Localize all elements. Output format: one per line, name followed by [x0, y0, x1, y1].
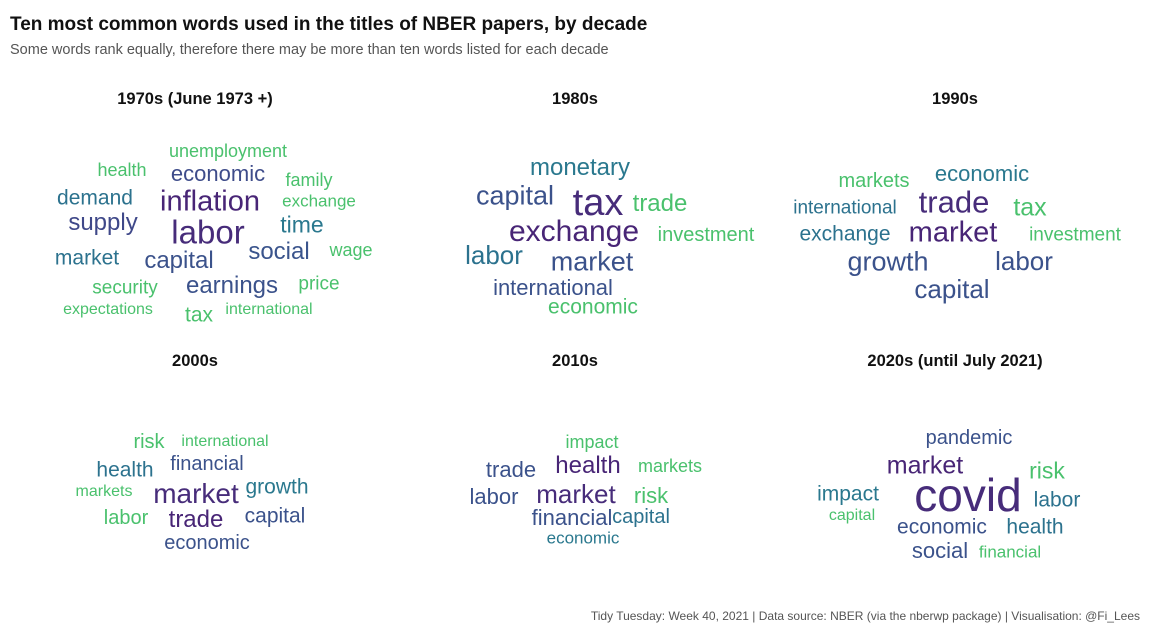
word-investment: investment — [657, 224, 755, 246]
word-trade: trade — [918, 184, 990, 220]
wordcloud-panel-6: 2020s (until July 2021) covid market risk pa… — [763, 352, 1147, 617]
word-market: market — [536, 479, 616, 509]
word-capital: capital — [244, 504, 306, 528]
word-market: market — [153, 478, 239, 509]
word-impact: impact — [817, 482, 879, 506]
word-tax: tax — [184, 303, 214, 327]
word-international: international — [181, 433, 269, 450]
word-international: international — [793, 197, 897, 219]
word-time: time — [280, 211, 324, 238]
word-social: social — [248, 238, 310, 265]
word-trade: trade — [168, 506, 224, 533]
word-markets: markets — [75, 483, 133, 500]
word-inflation: inflation — [160, 185, 260, 218]
word-economic: economic — [164, 532, 250, 554]
wordcloud-panel-1: 1970s (June 1973 +) labor inflation supply s… — [3, 90, 387, 355]
word-financial: financial — [531, 505, 613, 530]
word-price: price — [298, 273, 340, 295]
word-markets: markets — [637, 456, 703, 476]
word-security: security — [92, 277, 158, 299]
word-supply: supply — [68, 209, 138, 236]
chart-subtitle: Some words rank equally, therefore there… — [10, 42, 609, 58]
word-international: international — [493, 275, 613, 300]
word-social: social — [911, 538, 969, 563]
word-tax: tax — [1013, 193, 1047, 222]
word-economic: economic — [548, 295, 638, 319]
word-labor: labor — [103, 507, 149, 529]
word-capital: capital — [612, 506, 670, 528]
word-risk: risk — [133, 431, 165, 453]
word-expectations: expectations — [63, 301, 153, 318]
word-tax: tax — [572, 182, 624, 224]
panel-title: 1990s — [932, 90, 978, 108]
chart-caption: Tidy Tuesday: Week 40, 2021 | Data sourc… — [590, 609, 1140, 623]
word-risk: risk — [633, 483, 669, 508]
word-economic: economic — [897, 515, 987, 539]
word-market: market — [908, 216, 998, 249]
panel-title: 1970s (June 1973 +) — [117, 90, 273, 108]
word-growth: growth — [847, 246, 929, 277]
word-exchange: exchange — [508, 215, 640, 248]
word-market: market — [54, 246, 120, 270]
panel-title: 2020s (until July 2021) — [867, 352, 1043, 370]
wordcloud-panel-3: 1990s trade market growth labor capital tax eco… — [763, 90, 1147, 355]
word-economic: economic — [170, 161, 266, 186]
word-covid: covid — [914, 469, 1022, 521]
word-risk: risk — [1029, 457, 1065, 484]
word-labor: labor — [465, 240, 523, 270]
word-exchange: exchange — [799, 222, 891, 246]
word-trade: trade — [632, 190, 688, 217]
word-health: health — [97, 160, 147, 180]
word-trade: trade — [485, 457, 537, 482]
word-labor: labor — [995, 246, 1053, 276]
word-demand: demand — [57, 186, 133, 210]
panel-title: 1980s — [552, 90, 598, 108]
word-financial: financial — [170, 453, 244, 475]
word-health: health — [96, 458, 154, 482]
word-health: health — [555, 452, 621, 479]
panel-title: 2000s — [172, 352, 218, 370]
word-impact: impact — [565, 432, 619, 452]
word-unemployment: unemployment — [168, 141, 288, 161]
word-capital: capital — [144, 247, 214, 274]
word-markets: markets — [838, 170, 910, 192]
word-family: family — [285, 170, 333, 190]
wordcloud-panel-2: 1980s tax exchange capital market monetary lab… — [383, 90, 767, 355]
word-health: health — [1006, 515, 1064, 539]
word-monetary: monetary — [529, 154, 631, 181]
wordcloud-panel-5: 2010s market health trade labor financial risk… — [383, 352, 767, 617]
chart-title: Ten most common words used in the titles… — [10, 14, 648, 35]
word-wage: wage — [329, 240, 373, 260]
word-financial: financial — [978, 542, 1042, 562]
word-economic: economic — [546, 528, 620, 548]
word-economic: economic — [934, 161, 1030, 186]
word-growth: growth — [245, 475, 309, 499]
panel-title: 2010s — [552, 352, 598, 370]
word-exchange: exchange — [282, 191, 356, 211]
word-investment: investment — [1029, 224, 1121, 246]
word-labor: labor — [1033, 488, 1081, 512]
word-market: market — [550, 246, 634, 277]
word-international: international — [225, 301, 313, 318]
word-earnings: earnings — [185, 272, 279, 299]
word-pandemic: pandemic — [925, 427, 1013, 449]
word-capital: capital — [475, 180, 555, 211]
word-market: market — [886, 451, 964, 480]
word-labor: labor — [469, 484, 519, 509]
wordcloud-panel-4: 2000s market trade health financial capital ri… — [3, 352, 387, 617]
word-capital: capital — [914, 274, 990, 304]
word-labor: labor — [171, 213, 245, 251]
word-capital: capital — [828, 507, 876, 524]
